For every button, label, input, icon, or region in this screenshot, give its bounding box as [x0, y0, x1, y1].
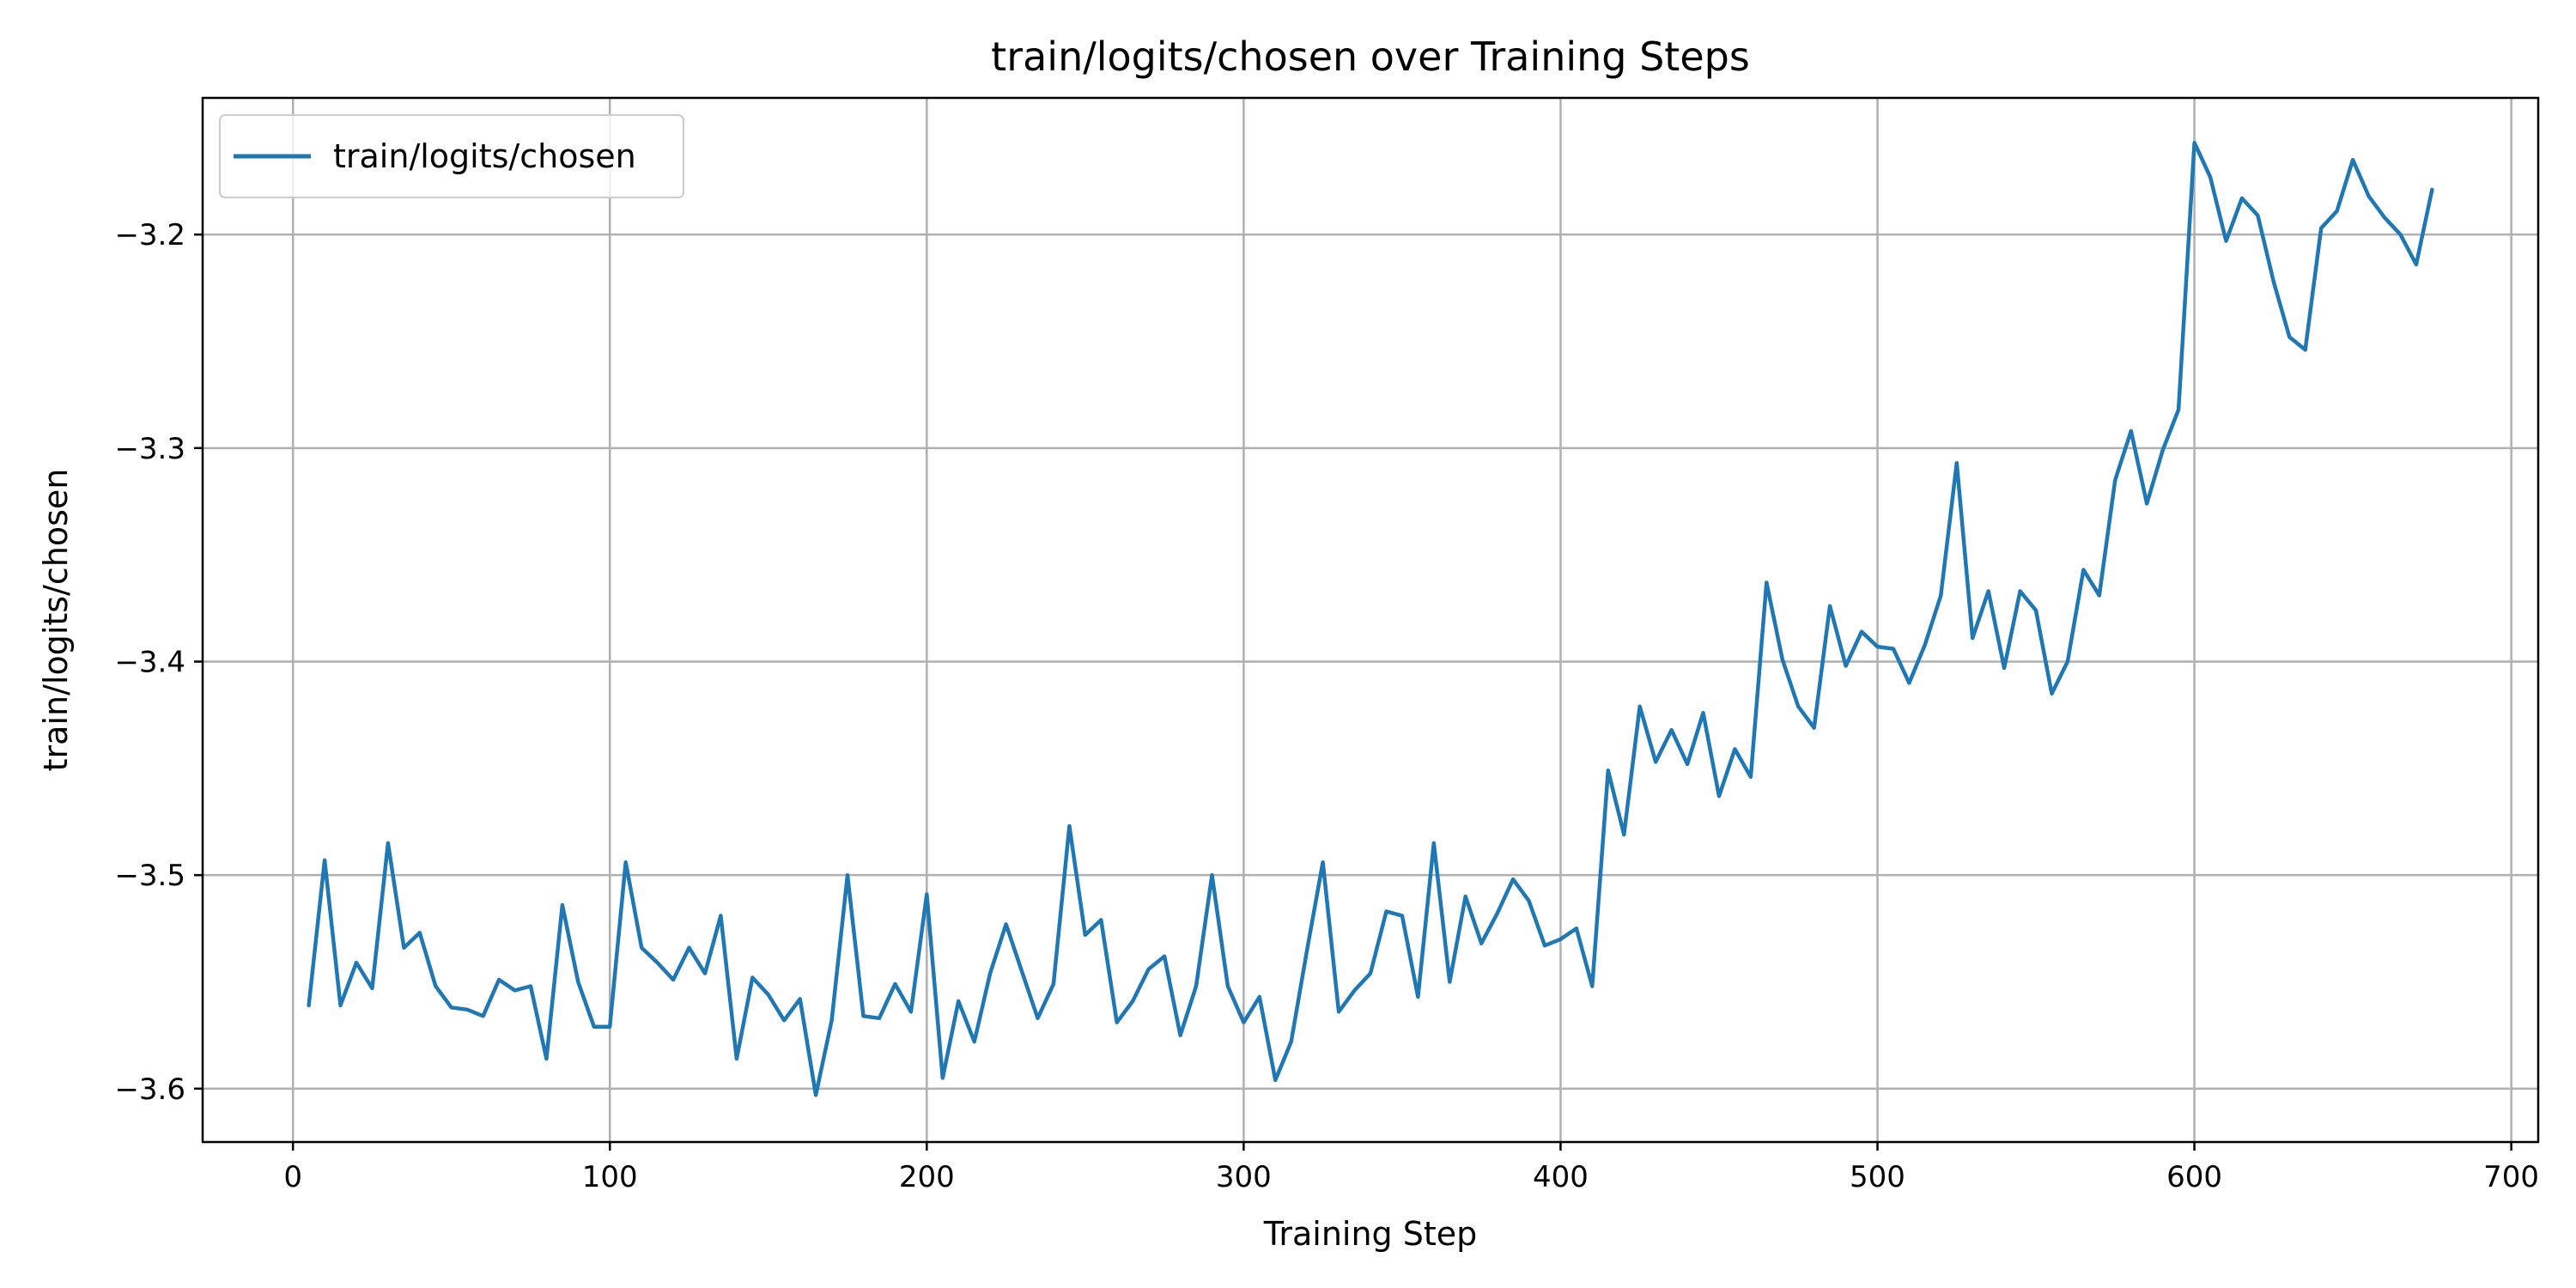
grid	[203, 98, 2538, 1142]
x-tick-label: 600	[2166, 1160, 2222, 1194]
x-tick-label: 300	[1216, 1160, 1272, 1194]
x-axis-ticks: 0 100 200 300 400 500 600 700	[283, 1142, 2539, 1194]
plot-area-frame	[201, 96, 2540, 1144]
x-tick-label: 100	[582, 1160, 638, 1194]
series-layer	[307, 140, 2434, 1097]
x-tick-label: 500	[1850, 1160, 1905, 1194]
y-tick-label: −3.2	[114, 218, 185, 252]
y-tick-label: −3.5	[114, 859, 185, 893]
x-tick-label: 200	[899, 1160, 955, 1194]
x-tick-label: 0	[283, 1160, 302, 1194]
legend: train/logits/chosen	[219, 114, 684, 198]
y-tick-label: −3.3	[114, 432, 185, 466]
x-axis-label: Training Step	[1263, 1215, 1478, 1253]
legend-box	[219, 114, 684, 198]
y-tick-label: −3.4	[114, 645, 185, 679]
y-tick-label: −3.6	[114, 1072, 185, 1107]
x-tick-label: 700	[2483, 1160, 2539, 1194]
y-axis-label: train/logits/chosen	[37, 469, 75, 772]
x-tick-label: 400	[1533, 1160, 1589, 1194]
chart-title: train/logits/chosen over Training Steps	[991, 33, 1750, 80]
y-axis-ticks: −3.6 −3.5 −3.4 −3.3 −3.2	[114, 218, 203, 1107]
legend-label: train/logits/chosen	[333, 137, 636, 175]
series-line	[307, 140, 2434, 1097]
